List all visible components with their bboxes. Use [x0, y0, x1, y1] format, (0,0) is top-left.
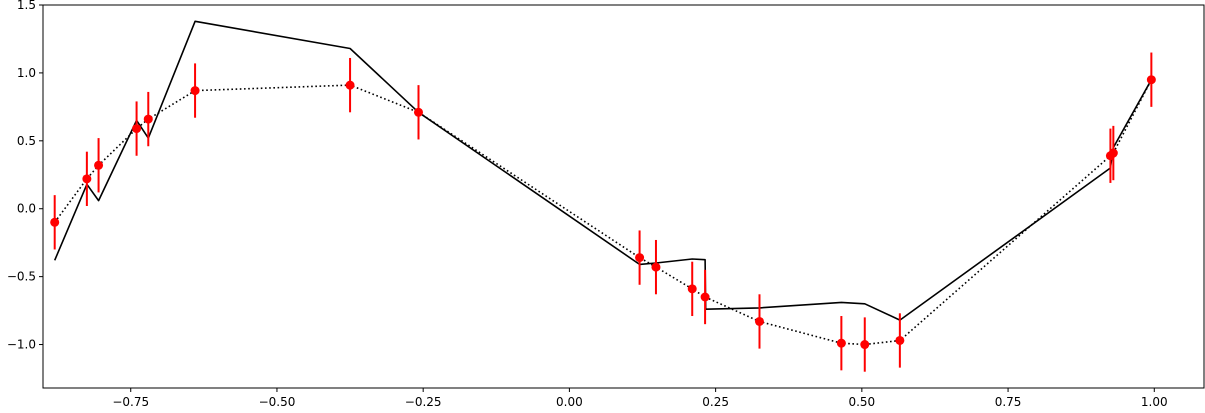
data-point	[345, 80, 355, 90]
data-point	[94, 160, 104, 170]
data-point	[860, 340, 870, 350]
solid-series-line	[53, 20, 1153, 321]
data-point	[82, 174, 92, 184]
axes-frame	[42, 4, 1205, 389]
data-point	[190, 86, 200, 96]
data-point	[895, 335, 905, 345]
y-tick-label: −0.5	[7, 270, 36, 284]
data-point	[836, 338, 846, 348]
y-tick-label: −1.0	[7, 338, 36, 352]
data-point	[635, 253, 645, 263]
data-point	[1108, 148, 1118, 158]
data-point	[413, 107, 423, 117]
data-point	[700, 292, 710, 302]
x-tick-label: 0.25	[702, 395, 729, 409]
y-tick-label: 1.0	[17, 66, 36, 80]
series-layer	[50, 20, 1156, 372]
data-point	[143, 114, 153, 124]
y-tick-label: 1.5	[17, 0, 36, 12]
x-tick-label: −0.50	[259, 395, 296, 409]
x-tick-label: 0.75	[995, 395, 1022, 409]
x-tick-label: 0.50	[848, 395, 875, 409]
data-point	[687, 284, 697, 294]
y-tick-label: 0.5	[17, 134, 36, 148]
x-tick-label: −0.25	[405, 395, 442, 409]
data-point	[1146, 75, 1156, 85]
data-point	[754, 316, 764, 326]
y-axis: −1.0 −0.5 0.0 0.5 1.0 1.5	[7, 0, 43, 352]
x-tick-label: 1.00	[1141, 395, 1168, 409]
dotted-series-line	[54, 79, 1153, 346]
axes-border	[42, 4, 1205, 389]
data-point	[132, 124, 142, 134]
y-tick-label: 0.0	[17, 202, 36, 216]
data-point	[651, 262, 661, 272]
data-point	[50, 217, 60, 227]
x-tick-label: 0.00	[556, 395, 583, 409]
x-tick-label: −0.75	[112, 395, 149, 409]
x-axis: −0.75 −0.50 −0.25 0.00 0.25 0.50 0.75 1.00	[112, 388, 1168, 409]
